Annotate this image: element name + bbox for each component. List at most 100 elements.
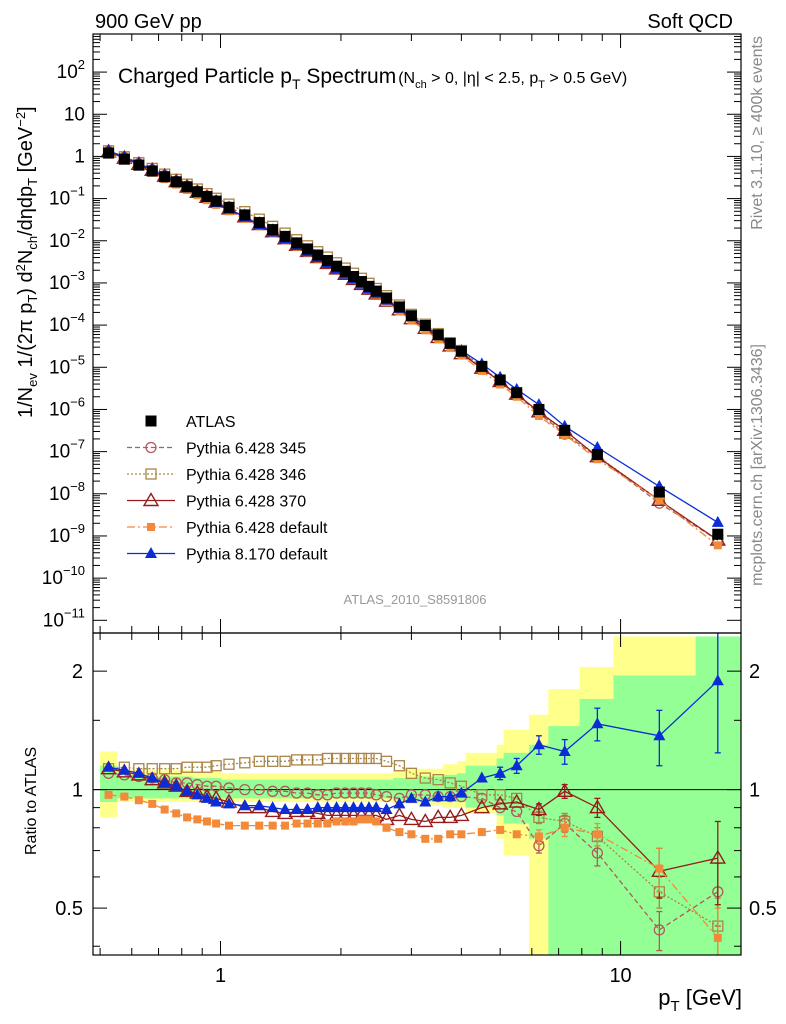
y-tick-exp: −10 xyxy=(63,563,85,578)
main-series-pythia-6-428-default xyxy=(104,149,722,550)
ratio-point xyxy=(432,790,445,802)
ratio-frame xyxy=(92,632,742,956)
analysis-tag: ATLAS_2010_S8591806 xyxy=(344,592,487,607)
data-point xyxy=(191,186,203,198)
ratio-point xyxy=(222,797,235,809)
ratio-point xyxy=(393,760,406,772)
ratio-point xyxy=(267,785,279,797)
legend-item: Pythia 6.428 346 xyxy=(127,467,306,484)
ratio-line xyxy=(108,794,719,939)
data-point xyxy=(159,171,171,183)
ratio-point xyxy=(104,790,113,799)
ratio-series-pythia-6-428-default xyxy=(104,790,722,955)
ratio-point xyxy=(191,788,204,800)
main-series-pythia-6-428-345 xyxy=(102,145,724,546)
ratio-point xyxy=(339,752,351,765)
data-point xyxy=(170,176,182,188)
ratio-point xyxy=(323,819,332,828)
band-green xyxy=(349,779,359,799)
ratio-point xyxy=(512,830,521,839)
ratio-axis-ticks: 0.5 0.5 1 1 2 2 1 10 xyxy=(55,633,777,987)
y-tick-base: 10 xyxy=(49,231,70,252)
ratio-point xyxy=(655,864,664,873)
band-green xyxy=(278,779,292,799)
data-point xyxy=(279,230,291,242)
ratio-point xyxy=(170,779,183,791)
legend-marker xyxy=(147,523,155,531)
ratio-point xyxy=(455,786,468,798)
main-y-axis-label: 1/Nev 1/(2π pT) d2Nch/dηdpT [GeV−2] xyxy=(13,106,40,418)
data-point xyxy=(655,496,664,505)
data-point xyxy=(291,237,303,249)
ratio-point xyxy=(405,767,418,779)
ratio-point xyxy=(330,752,343,765)
ratio-point xyxy=(457,830,466,839)
x-tick-label: 10 xyxy=(609,965,631,987)
data-point xyxy=(432,329,444,341)
ratio-point xyxy=(510,759,523,771)
ratio-point xyxy=(393,797,406,809)
ratio-point xyxy=(357,815,366,824)
y-tick-base: 10 xyxy=(64,104,85,125)
ratio-point xyxy=(202,817,211,826)
y-tick-label: 10−3 xyxy=(49,268,85,294)
ratio-point xyxy=(419,795,432,807)
y-tick-label: 10−5 xyxy=(49,352,85,378)
band-green xyxy=(322,779,333,799)
ratio-point xyxy=(268,821,277,830)
ratio-point xyxy=(370,801,383,813)
y-tick-label: 10 xyxy=(64,104,85,125)
ratio-point xyxy=(558,744,571,756)
ratio-point xyxy=(380,803,393,815)
ratio-point xyxy=(321,752,334,765)
ratio-point xyxy=(653,924,665,936)
ratio-point xyxy=(183,813,192,822)
ratio-y-tick-label: 1 xyxy=(72,780,83,802)
ratio-point xyxy=(591,847,604,859)
ratio-point xyxy=(132,766,145,778)
ratio-point xyxy=(347,787,360,799)
ratio-point xyxy=(391,807,408,822)
legend-label: ATLAS xyxy=(186,414,236,431)
y-tick-exp: −7 xyxy=(70,437,85,452)
legend-label: Pythia 8.170 default xyxy=(186,547,328,564)
ratio-point xyxy=(313,819,322,828)
ratio-point xyxy=(508,793,525,808)
ratio-point xyxy=(309,805,326,820)
main-series-pythia-6-428-346 xyxy=(102,145,724,546)
ratio-y-tick-label-right: 0.5 xyxy=(749,898,777,920)
band-green xyxy=(302,779,314,799)
data-point xyxy=(381,292,393,304)
ratio-uncertainty-bands xyxy=(100,636,741,955)
y-tick-label: 10−11 xyxy=(43,605,85,631)
y-tick-label: 10−1 xyxy=(49,184,85,210)
ratio-point xyxy=(395,828,404,837)
ratio-point xyxy=(238,799,251,811)
data-point xyxy=(712,528,724,540)
ratio-point xyxy=(341,817,350,826)
legend-marker xyxy=(145,415,157,427)
y-tick-base: 1 xyxy=(74,146,85,167)
band-green xyxy=(211,778,222,799)
data-point xyxy=(133,159,145,171)
ratio-point xyxy=(429,809,447,824)
data-point xyxy=(444,337,456,349)
ratio-y-tick-label: 0.5 xyxy=(55,898,83,920)
ratio-y-tick-label-right: 1 xyxy=(749,780,760,802)
data-point xyxy=(534,411,543,420)
data-point xyxy=(302,243,314,255)
band-green xyxy=(372,779,381,799)
data-point xyxy=(339,265,351,277)
ratio-point xyxy=(170,763,182,775)
y-tick-label: 10−10 xyxy=(42,563,85,589)
ratio-point xyxy=(160,805,169,814)
data-point xyxy=(355,276,367,288)
ratio-point xyxy=(407,830,416,839)
ratio-point xyxy=(210,760,222,772)
data-point xyxy=(103,147,115,159)
y-tick-exp: −9 xyxy=(70,521,85,536)
ratio-point xyxy=(146,771,159,783)
ratio-point xyxy=(279,755,291,767)
ratio-point xyxy=(534,832,543,841)
band-green xyxy=(496,758,505,816)
